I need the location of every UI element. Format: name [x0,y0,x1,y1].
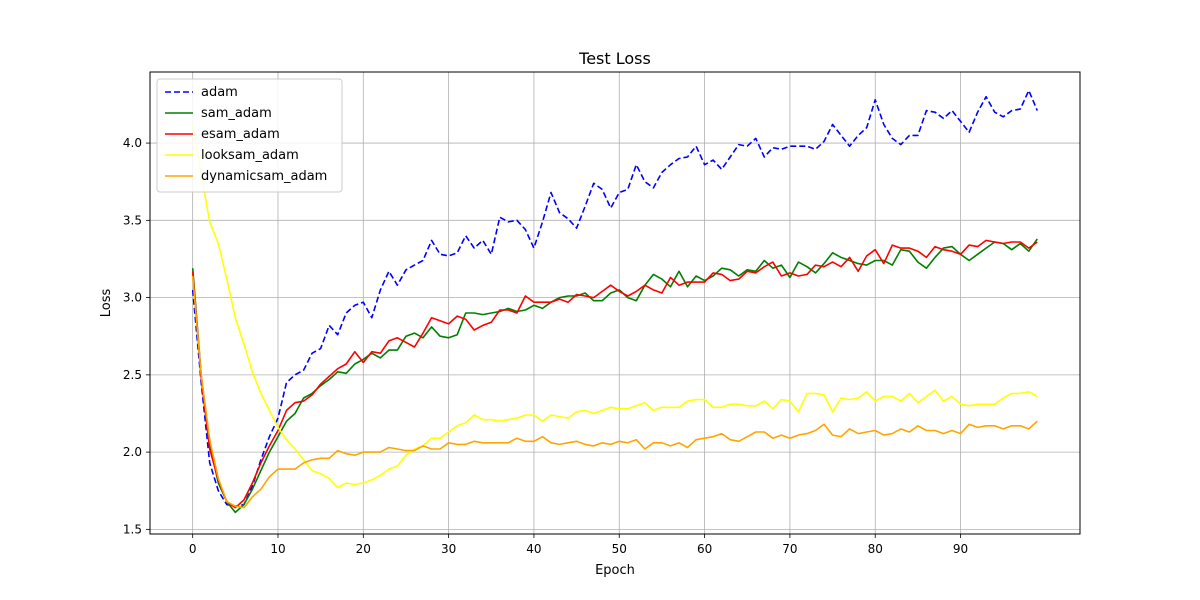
x-axis-label: Epoch [595,563,635,578]
series-line-dynamicsam_adam [191,275,1038,509]
series-line-sam_adam [191,238,1038,514]
plot-frame [149,71,1081,535]
x-tick-label: 90 [953,542,968,556]
y-tick-label: 3.0 [123,291,142,305]
x-tick-label: 10 [270,542,285,556]
y-axis-label: Loss [99,289,114,318]
y-tick-label: 4.0 [123,136,142,150]
y-tick-label: 1.5 [123,522,142,536]
x-tick-label: 60 [697,542,712,556]
x-tick-label: 20 [356,542,371,556]
x-axis: 0 10 20 30 40 50 60 70 80 90 [189,534,968,556]
chart-title: Test Loss [578,49,651,68]
x-tick-label: 50 [612,542,627,556]
legend: adam sam_adam esam_adam looksam_adamdynamic… [156,78,343,193]
series-layer [191,89,1039,514]
series-line-esam_adam [191,239,1038,509]
series-line-looksam_adam [191,124,1038,489]
x-tick-label: 0 [189,542,197,556]
legend-label: looksam_adam [201,148,299,163]
legend-box [156,78,343,193]
x-tick-label: 40 [526,542,541,556]
x-tick-label: 70 [782,542,797,556]
y-tick-label: 2.0 [123,445,142,459]
x-tick-label: 80 [868,542,883,556]
y-tick-label: 3.5 [123,213,142,227]
legend-label: dynamicsam_adam [201,169,327,184]
legend-label: adam [201,85,238,100]
y-tick-label: 2.5 [123,368,142,382]
legend-label: esam_adam [201,127,280,142]
x-tick-label: 30 [441,542,456,556]
legend-label: sam_adam [201,106,272,121]
y-axis: 1.5 2.0 2.5 3.0 3.5 4.0 [123,136,150,536]
